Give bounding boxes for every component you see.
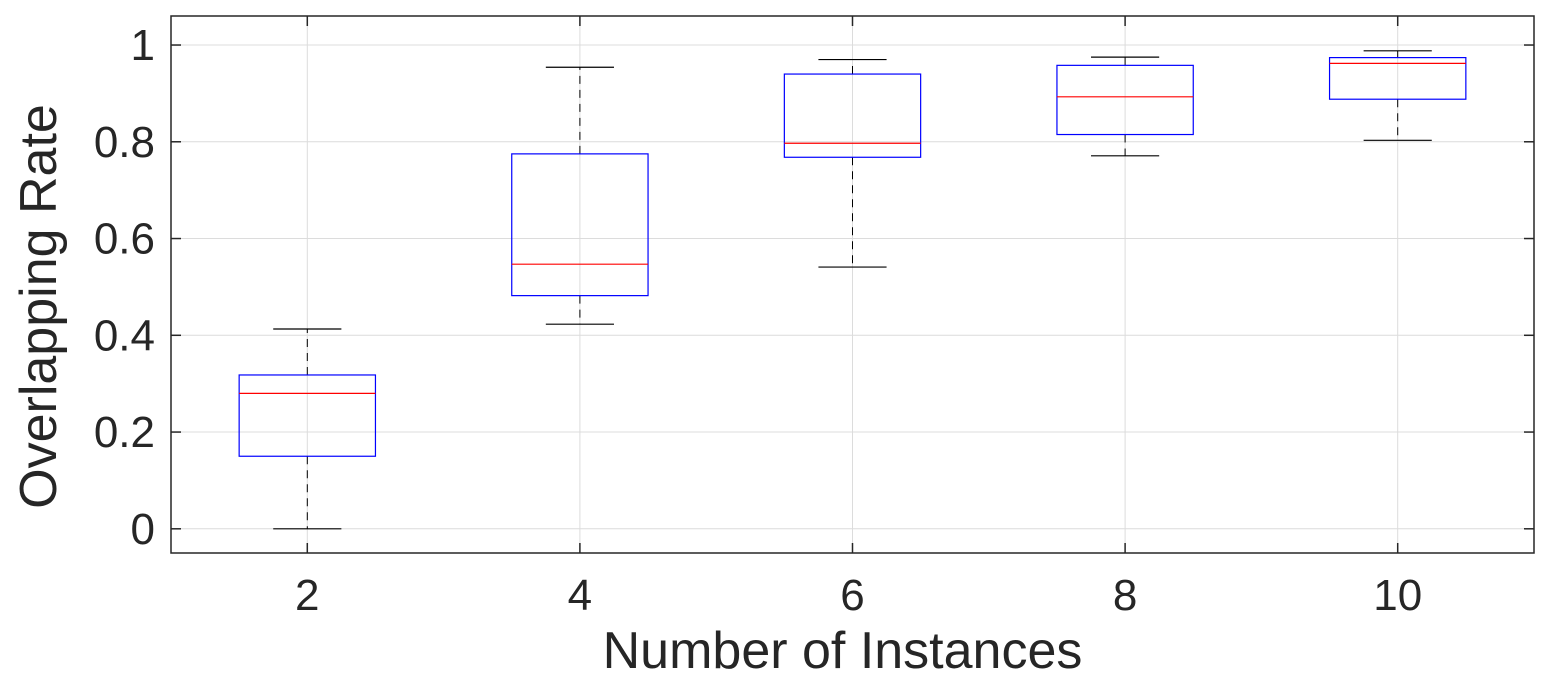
iqr-box [783, 73, 922, 158]
x-tick-label: 8 [1113, 571, 1137, 620]
boxes [238, 50, 1467, 530]
axis-ticks: 0 0.2 0.4 0.6 0.8 1 2 4 6 8 10 [94, 16, 1534, 620]
x-tick-label: 2 [295, 571, 319, 620]
iqr-box [238, 374, 377, 457]
x-axis-title: Number of Instances [603, 622, 1083, 678]
y-tick-label: 0.6 [94, 215, 155, 264]
x-tick-label: 6 [840, 571, 864, 620]
x-tick-label: 4 [568, 571, 592, 620]
y-tick-label: 0.4 [94, 311, 155, 360]
x-tick-label: 10 [1373, 571, 1422, 620]
y-tick-label: 1 [131, 21, 155, 70]
iqr-box [1328, 57, 1467, 100]
y-tick-label: 0.8 [94, 118, 155, 167]
box-group [1328, 50, 1467, 141]
box-group [511, 66, 649, 325]
y-tick-label: 0.2 [94, 408, 155, 457]
box-group [238, 328, 377, 530]
iqr-box [511, 153, 649, 297]
y-tick-label: 0 [131, 505, 155, 554]
iqr-box [1056, 64, 1194, 136]
box-group [1056, 56, 1194, 157]
y-axis-title: Overlapping Rate [10, 104, 68, 509]
box-group [783, 58, 922, 268]
